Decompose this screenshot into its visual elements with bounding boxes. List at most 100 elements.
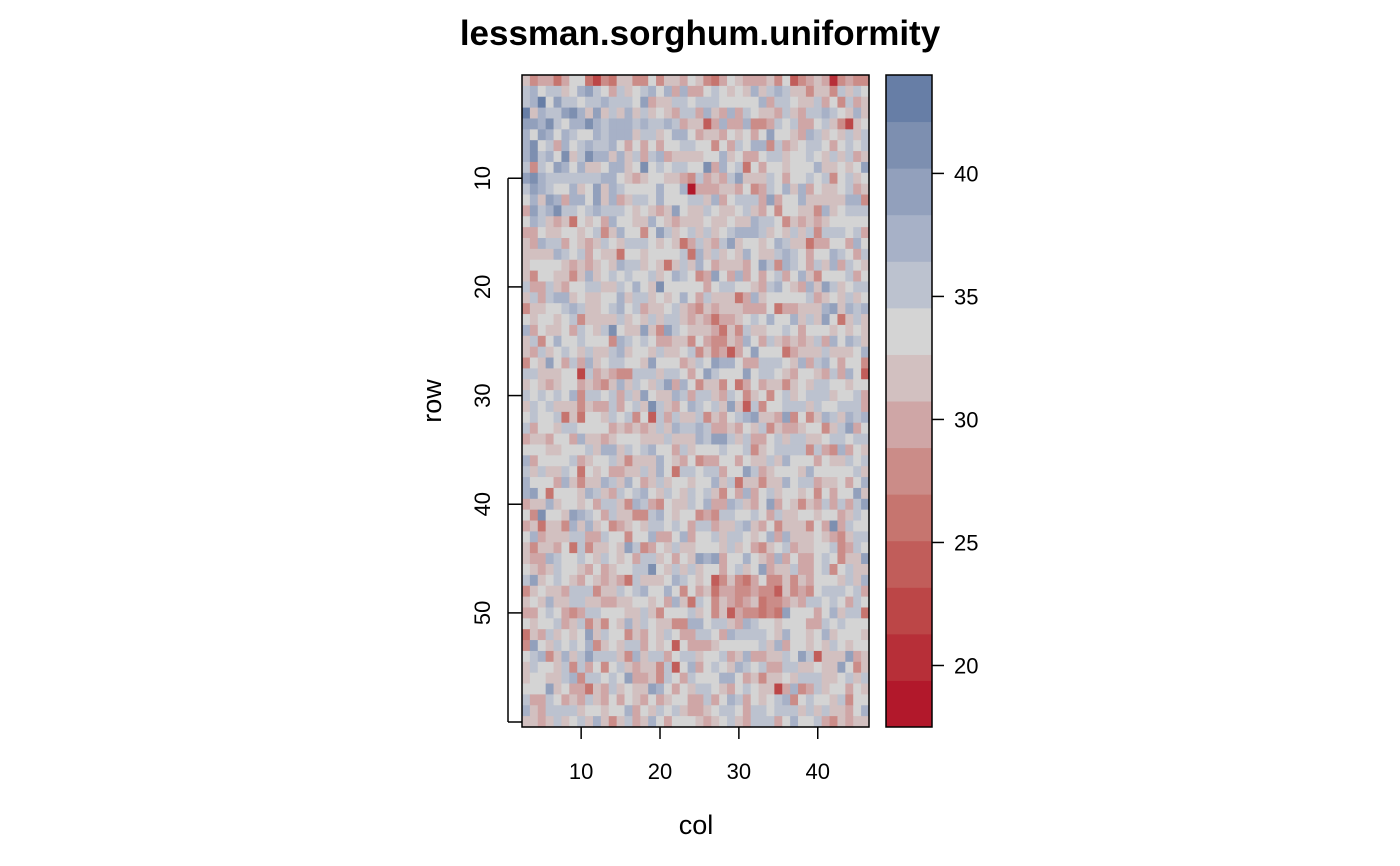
heatmap-cell xyxy=(750,75,760,87)
heatmap-cell xyxy=(529,259,539,272)
heatmap-cell xyxy=(656,172,665,185)
heatmap-cell xyxy=(742,85,752,98)
heatmap-cell xyxy=(782,498,791,511)
heatmap-cell xyxy=(648,596,657,609)
heatmap-cell xyxy=(529,650,539,663)
heatmap-cell xyxy=(758,281,768,293)
heatmap-cell xyxy=(608,466,618,478)
heatmap-cell xyxy=(592,172,602,185)
heatmap-cell xyxy=(742,357,752,369)
heatmap-cell xyxy=(592,574,602,587)
x-axis: 10 20 30 40 xyxy=(569,727,830,784)
heatmap-cell xyxy=(569,585,578,598)
heatmap-cell xyxy=(782,303,791,315)
heatmap-cell xyxy=(553,96,563,109)
heatmap-cell xyxy=(656,596,665,609)
heatmap-cell xyxy=(600,194,610,206)
heatmap-cell xyxy=(703,640,712,652)
heatmap-cell xyxy=(861,335,870,348)
heatmap-cell xyxy=(734,705,744,717)
heatmap-cell xyxy=(648,542,657,554)
heatmap-cell xyxy=(813,281,823,293)
heatmap-cell xyxy=(616,444,626,456)
heatmap-cell xyxy=(798,390,807,402)
heatmap-cell xyxy=(829,96,839,109)
heatmap-cell xyxy=(711,553,720,565)
heatmap-cell xyxy=(648,650,657,663)
heatmap-cell xyxy=(837,270,846,283)
heatmap-cell xyxy=(734,379,744,391)
heatmap-cell xyxy=(679,553,689,565)
heatmap-cell xyxy=(679,477,689,489)
heatmap-cell xyxy=(671,650,681,663)
heatmap-cell xyxy=(845,368,854,380)
heatmap-cell xyxy=(790,564,799,576)
heatmap-cell xyxy=(719,607,728,619)
heatmap-cell xyxy=(742,335,752,348)
heatmap-cell xyxy=(600,716,610,728)
heatmap-cell xyxy=(734,553,744,565)
heatmap-cell xyxy=(798,553,807,565)
heatmap-cell xyxy=(569,107,578,120)
heatmap-cell xyxy=(577,716,586,728)
heatmap-cell xyxy=(742,411,752,424)
heatmap-cell xyxy=(679,585,689,598)
heatmap-cell xyxy=(600,455,610,467)
heatmap-cell xyxy=(553,129,563,141)
heatmap-cell xyxy=(569,422,578,435)
heatmap-cell xyxy=(703,129,712,141)
heatmap-cell xyxy=(734,444,744,456)
heatmap-cell xyxy=(624,281,634,293)
heatmap-cell xyxy=(695,487,704,500)
heatmap-cell xyxy=(750,227,760,239)
heatmap-cell xyxy=(687,227,697,239)
heatmap-cell xyxy=(608,455,618,467)
heatmap-cell xyxy=(782,96,791,109)
heatmap-cell xyxy=(703,564,712,576)
heatmap-cell xyxy=(782,227,791,239)
heatmap-cell xyxy=(553,259,563,272)
heatmap-cell xyxy=(679,422,689,435)
heatmap-cell xyxy=(805,716,815,728)
heatmap-cell xyxy=(553,411,563,424)
heatmap-cell xyxy=(695,107,704,120)
heatmap-cell xyxy=(632,433,641,446)
heatmap-cell xyxy=(529,96,539,109)
heatmap-cell xyxy=(774,694,783,706)
heatmap-cell xyxy=(798,248,807,261)
heatmap-cell xyxy=(782,487,791,500)
heatmap-cell xyxy=(553,172,563,185)
heatmap-cell xyxy=(829,411,839,424)
heatmap-cell xyxy=(616,401,626,413)
heatmap-cell xyxy=(592,270,602,283)
heatmap-cell xyxy=(790,466,799,478)
heatmap-cell xyxy=(798,650,807,663)
heatmap-cell xyxy=(624,401,634,413)
heatmap-cell xyxy=(671,455,681,467)
heatmap-cell xyxy=(656,487,665,500)
heatmap-cell xyxy=(766,433,775,446)
heatmap-cell xyxy=(734,629,744,641)
heatmap-cell xyxy=(790,194,799,206)
heatmap-cell xyxy=(663,716,673,728)
heatmap-cell xyxy=(727,564,736,576)
heatmap-cell xyxy=(837,705,846,717)
heatmap-cell xyxy=(585,292,594,304)
heatmap-cell xyxy=(750,672,760,685)
heatmap-cell xyxy=(585,281,594,293)
heatmap-cell xyxy=(711,520,720,532)
heatmap-cell xyxy=(632,520,641,532)
heatmap-cell xyxy=(663,498,673,511)
heatmap-cell xyxy=(592,335,602,348)
heatmap-cell xyxy=(577,531,586,543)
heatmap-cell xyxy=(774,161,783,174)
heatmap-cell xyxy=(656,368,665,380)
heatmap-cell xyxy=(711,324,720,337)
heatmap-cell xyxy=(695,140,704,152)
heatmap-cell xyxy=(632,379,641,391)
heatmap-cell xyxy=(616,357,626,369)
heatmap-cell xyxy=(687,140,697,152)
heatmap-cell xyxy=(719,574,728,587)
heatmap-cell xyxy=(719,531,728,543)
heatmap-cell xyxy=(616,487,626,500)
